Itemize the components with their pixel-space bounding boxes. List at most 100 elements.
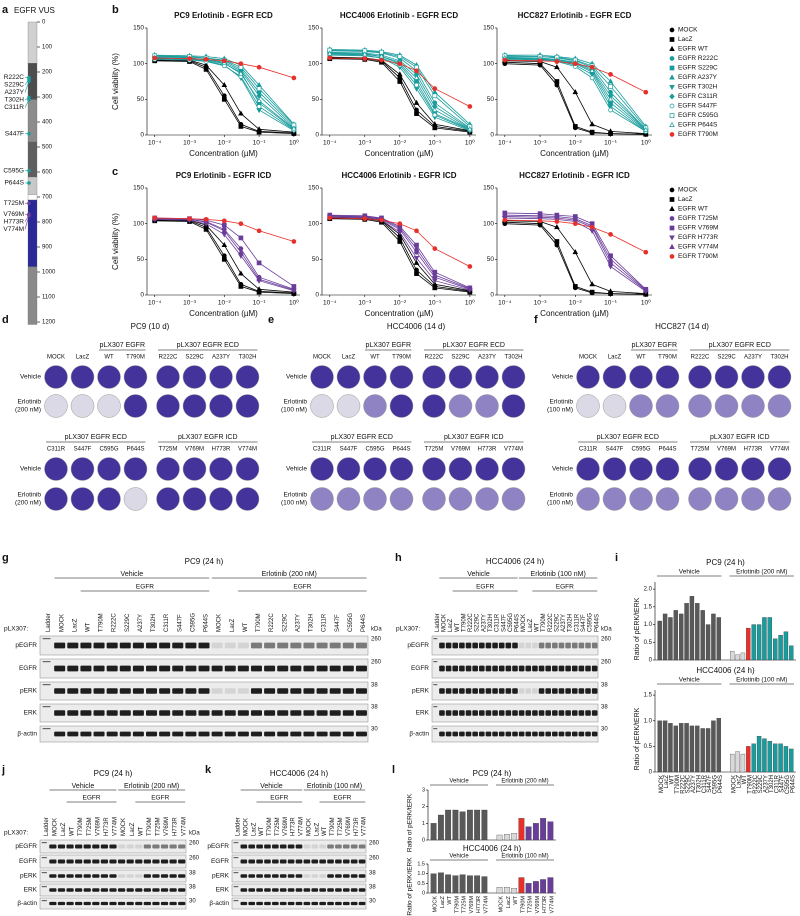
group-label: pLX307 EGFR ECD [331, 434, 393, 441]
panel-letter: i [615, 552, 618, 564]
band [498, 665, 505, 672]
lane-label: T790M [78, 817, 84, 836]
prefix: pLX307: [4, 830, 28, 837]
band [565, 688, 571, 694]
lane-label: R222C [468, 613, 474, 632]
marker [256, 104, 262, 109]
band [67, 731, 79, 737]
sub-label: EGFR [270, 795, 288, 802]
well [576, 487, 600, 511]
well [363, 457, 387, 481]
x-tick-label: WT [447, 895, 453, 904]
band [160, 859, 169, 864]
marker [291, 286, 297, 292]
y-tick-label: 1.5 [644, 693, 653, 699]
row-label: Erlotinib [18, 399, 42, 406]
band [224, 710, 236, 716]
leader [24, 215, 30, 230]
band [248, 874, 256, 878]
band [525, 688, 532, 694]
band [439, 665, 445, 672]
column-label: S229C [451, 355, 470, 361]
band [585, 642, 591, 649]
band [248, 901, 256, 906]
ladder-band [42, 706, 51, 708]
lane-label: A237Y [138, 614, 144, 632]
x-axis-label: Concentration (µM) [189, 149, 258, 158]
band [327, 901, 334, 906]
band [465, 665, 472, 672]
band [54, 642, 66, 649]
marker [221, 256, 227, 262]
lane-label: S229C [554, 613, 560, 632]
legend-marker [669, 113, 675, 118]
bar [729, 753, 735, 773]
marker [589, 75, 595, 81]
bar [678, 723, 684, 773]
y-tick-label: 150 [133, 25, 144, 32]
well [97, 457, 121, 481]
marker [203, 227, 209, 232]
bar [740, 753, 746, 773]
band [295, 874, 303, 878]
band [591, 642, 598, 649]
well [336, 394, 361, 418]
bar [778, 635, 783, 661]
marker [203, 219, 209, 225]
bar [668, 723, 673, 773]
band [358, 859, 366, 864]
marker [187, 216, 192, 222]
band [237, 710, 249, 716]
band [54, 665, 66, 672]
band [172, 710, 184, 716]
band [327, 859, 334, 864]
row-label: β-actin [17, 731, 37, 738]
marker [432, 285, 438, 291]
group-label: pLX307 EGFR ECD [597, 434, 659, 441]
marker [607, 128, 614, 134]
group-label: pLX307 EGFR ECD [709, 342, 771, 349]
band [552, 688, 558, 694]
legend-label: EGFR WT [678, 46, 708, 53]
band [132, 731, 144, 737]
marker [221, 222, 227, 228]
x-tick-label: WT [513, 895, 519, 904]
mutation-dot [27, 201, 31, 206]
group-label: pLX307 EGFR [365, 342, 411, 349]
sub-label: EGFR [136, 584, 154, 591]
column-label: MOCK [579, 355, 597, 361]
kda-label: 38 [189, 871, 196, 877]
marker [589, 121, 595, 127]
well [363, 487, 387, 511]
band [264, 859, 271, 864]
mutation-label: V774M [3, 226, 24, 233]
marker [221, 218, 227, 224]
curve [504, 59, 647, 132]
lane-label: T790M [461, 613, 467, 632]
marker [589, 129, 595, 135]
marker [554, 219, 560, 224]
marker [607, 288, 614, 294]
y-tick-label: 3 [422, 787, 425, 793]
lane-label: Ladder [435, 613, 441, 632]
bar [445, 809, 452, 841]
y-tick-label: 0.5 [417, 881, 425, 887]
band [512, 642, 518, 649]
lane-label: T790M [147, 817, 153, 836]
curve [504, 58, 647, 132]
bar [729, 650, 735, 661]
ladder-band [233, 886, 239, 888]
mutation-label: S229C [4, 82, 24, 89]
band [565, 731, 571, 737]
band [465, 731, 472, 737]
group-label: Erlotinib (100 nM) [531, 571, 586, 578]
well [44, 365, 68, 389]
legend-marker [669, 216, 675, 221]
x-tick-label: MOCK [499, 896, 505, 913]
band [518, 665, 525, 672]
band [287, 888, 295, 892]
curve [504, 221, 646, 295]
band [485, 710, 492, 716]
row-label: EGFR [211, 858, 229, 865]
well [501, 487, 526, 511]
